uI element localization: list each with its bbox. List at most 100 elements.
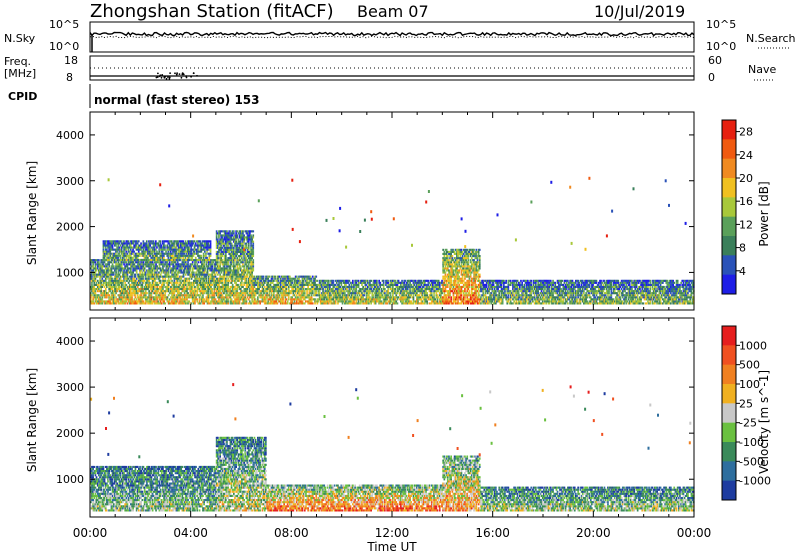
echo-cell	[222, 273, 225, 276]
echo-cell	[212, 277, 215, 280]
echo-cell	[313, 294, 315, 297]
echo-cell	[155, 292, 157, 295]
echo-cell	[192, 252, 195, 255]
echo-cell	[252, 252, 255, 255]
echo-cell	[226, 236, 228, 239]
echo-cell	[239, 269, 242, 272]
echo-cell	[132, 285, 134, 288]
echo-cell	[186, 294, 188, 297]
echo-cell	[380, 294, 383, 297]
echo-cell	[330, 294, 332, 297]
echo-cell	[217, 288, 219, 291]
echo-cell	[394, 290, 396, 293]
echo-cell	[158, 244, 161, 247]
freq-tick-bottom: 8	[66, 71, 73, 84]
echo-cell	[161, 242, 164, 245]
echo-cell	[331, 281, 334, 284]
echo-cell	[357, 281, 360, 284]
echo-cell	[242, 265, 244, 268]
echo-cell	[269, 300, 272, 303]
echo-cell	[221, 290, 224, 293]
echo-cell	[118, 283, 121, 286]
echo-cell	[244, 259, 247, 262]
echo-cell	[284, 275, 287, 278]
echo-cell	[284, 294, 287, 297]
echo-cell	[338, 281, 340, 284]
echo-cell	[405, 300, 408, 303]
echo-cell	[379, 292, 382, 295]
echo-cell	[285, 281, 288, 284]
echo-cell	[353, 298, 355, 301]
echo-cell	[403, 296, 406, 299]
echo-cell	[233, 275, 235, 278]
echo-cell	[253, 275, 256, 278]
echo-cell	[400, 281, 402, 284]
echo-cell	[319, 296, 322, 299]
echo-cell	[104, 296, 107, 299]
echo-cell	[222, 275, 225, 278]
nave-dip-point	[168, 77, 171, 80]
echo-cell	[195, 265, 197, 268]
echo-cell	[269, 288, 272, 291]
echo-cell	[163, 244, 165, 247]
echo-cell	[195, 267, 197, 270]
echo-cell	[231, 302, 234, 305]
echo-cell	[127, 254, 130, 257]
echo-cell	[198, 298, 201, 301]
echo-cell	[233, 236, 235, 239]
echo-cell	[342, 292, 345, 295]
echo-cell	[319, 294, 322, 297]
echo-cell	[172, 254, 174, 257]
echo-cell	[246, 285, 249, 288]
echo-cell	[141, 298, 144, 301]
echo-cell	[206, 261, 209, 264]
echo-cell	[164, 273, 167, 276]
echo-cell	[219, 255, 221, 258]
echo-cell	[215, 267, 218, 270]
echo-cell	[156, 281, 158, 284]
echo-cell	[138, 273, 140, 276]
echo-cell	[308, 275, 311, 278]
echo-cell	[227, 300, 229, 303]
echo-cell	[207, 265, 210, 268]
echo-cell	[231, 283, 234, 286]
echo-cell	[174, 271, 177, 274]
echo-cell	[344, 281, 346, 284]
echo-cell	[230, 232, 233, 235]
echo-cell	[245, 263, 248, 266]
echo-cell	[330, 283, 332, 286]
echo-cell	[205, 277, 208, 280]
echo-cell	[389, 298, 392, 301]
echo-cell	[250, 288, 252, 291]
echo-cell	[110, 292, 113, 295]
echo-cell	[110, 256, 113, 259]
echo-cell	[91, 277, 93, 280]
echo-cell	[300, 300, 303, 303]
echo-cell	[178, 294, 180, 297]
echo-cell	[198, 288, 201, 291]
echo-cell	[287, 285, 290, 288]
echo-cell	[183, 250, 186, 253]
echo-cell	[205, 242, 207, 245]
echo-cell	[267, 285, 269, 288]
echo-cell	[286, 294, 289, 297]
echo-cell	[183, 296, 186, 299]
echo-cell	[250, 230, 252, 233]
echo-cell	[243, 246, 245, 249]
echo-cell	[284, 277, 287, 280]
echo-cell	[117, 285, 120, 288]
echo-cell	[201, 242, 204, 245]
echo-cell	[225, 279, 227, 282]
echo-cell	[332, 288, 335, 291]
echo-cell	[191, 271, 194, 274]
echo-cell	[311, 298, 314, 301]
echo-cell	[152, 300, 155, 303]
echo-cell	[385, 281, 387, 284]
echo-cell	[230, 246, 233, 249]
echo-cell	[350, 302, 353, 305]
echo-cell	[115, 254, 117, 257]
echo-cell	[235, 271, 237, 274]
echo-cell	[207, 290, 210, 293]
echo-cell	[361, 283, 363, 286]
echo-cell	[283, 292, 285, 295]
